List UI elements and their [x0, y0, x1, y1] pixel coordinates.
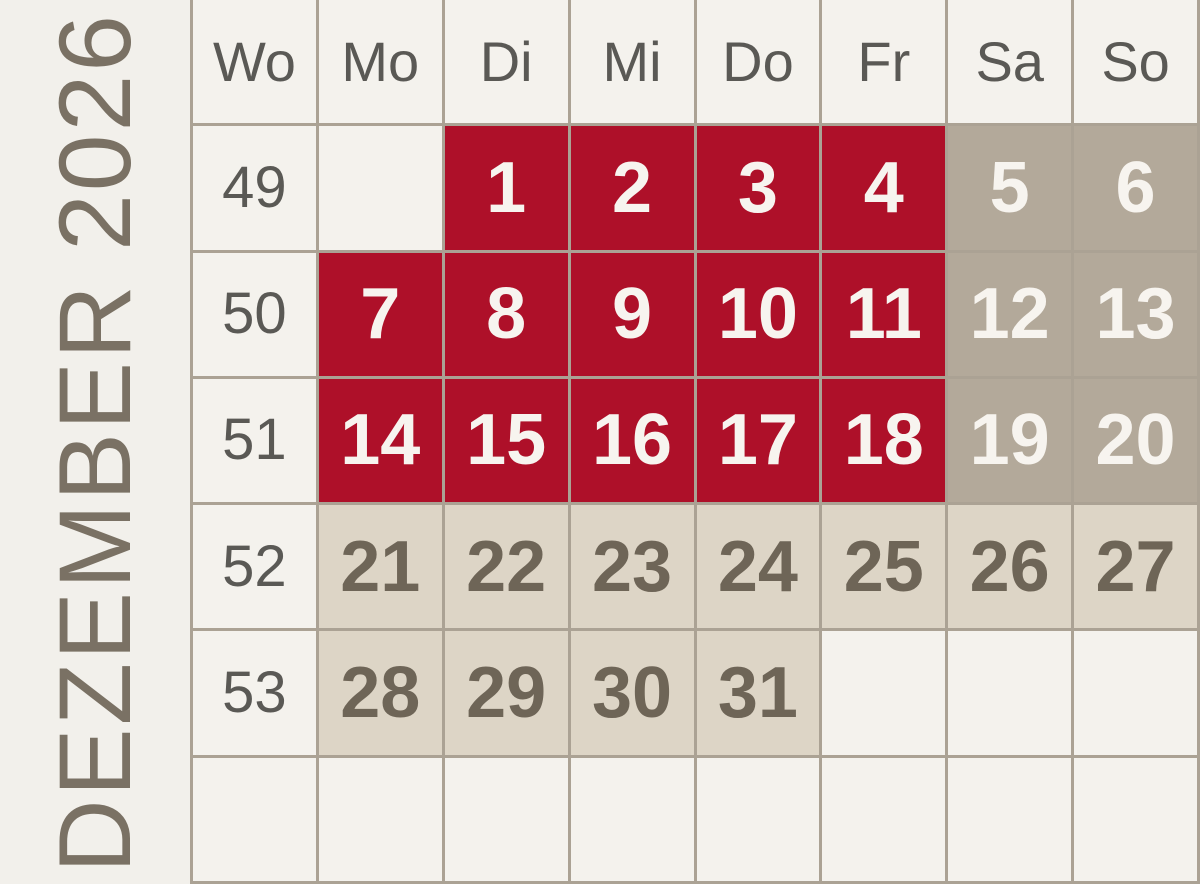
- day-cell: 11: [822, 252, 946, 376]
- day-cell: [948, 631, 1072, 755]
- week-number-cell: 49: [193, 126, 316, 250]
- calendar-table: Wo Mo Di Mi Do Fr Sa So 49 1 2 3 4 5 6 5…: [190, 0, 1200, 884]
- week-number-cell: 51: [193, 378, 316, 503]
- week-number-cell: 50: [193, 252, 316, 376]
- day-cell: 31: [696, 631, 820, 755]
- day-cell: 22: [444, 505, 568, 629]
- day-cell: [822, 757, 946, 881]
- day-cell: 30: [570, 631, 694, 755]
- day-cell: [1074, 631, 1197, 755]
- week-number-cell: [193, 757, 316, 881]
- day-cell: 23: [570, 505, 694, 629]
- day-cell: 8: [444, 252, 568, 376]
- day-cell: 16: [570, 378, 694, 503]
- day-cell: 25: [822, 505, 946, 629]
- day-cell: 21: [318, 505, 442, 629]
- weekday-header-so: So: [1074, 0, 1197, 124]
- day-cell: 29: [444, 631, 568, 755]
- weekday-header-do: Do: [696, 0, 820, 124]
- day-cell: [318, 126, 442, 250]
- day-cell: 15: [444, 378, 568, 503]
- month-title: DEZEMBER 2026: [37, 11, 152, 873]
- day-cell: 7: [318, 252, 442, 376]
- day-cell: 27: [1074, 505, 1197, 629]
- day-cell: 1: [444, 126, 568, 250]
- day-cell: 19: [948, 378, 1072, 503]
- day-cell: 10: [696, 252, 820, 376]
- weekday-header-mo: Mo: [318, 0, 442, 124]
- week-number-cell: 53: [193, 631, 316, 755]
- day-cell: 12: [948, 252, 1072, 376]
- day-cell: 20: [1074, 378, 1197, 503]
- weekday-header-fr: Fr: [822, 0, 946, 124]
- week-column-header: Wo: [193, 0, 316, 124]
- day-cell: [1074, 757, 1197, 881]
- day-cell: [948, 757, 1072, 881]
- weekday-header-di: Di: [444, 0, 568, 124]
- month-title-strip: DEZEMBER 2026: [0, 0, 190, 884]
- day-cell: 24: [696, 505, 820, 629]
- day-cell: 4: [822, 126, 946, 250]
- week-number-cell: 52: [193, 505, 316, 629]
- weekday-header-sa: Sa: [948, 0, 1072, 124]
- day-cell: 18: [822, 378, 946, 503]
- day-cell: 6: [1074, 126, 1197, 250]
- weekday-header-mi: Mi: [570, 0, 694, 124]
- day-cell: 13: [1074, 252, 1197, 376]
- day-cell: 17: [696, 378, 820, 503]
- day-cell: [444, 757, 568, 881]
- day-cell: [570, 757, 694, 881]
- day-cell: [822, 631, 946, 755]
- day-cell: 9: [570, 252, 694, 376]
- day-cell: [696, 757, 820, 881]
- day-cell: 3: [696, 126, 820, 250]
- day-cell: [318, 757, 442, 881]
- day-cell: 14: [318, 378, 442, 503]
- day-cell: 5: [948, 126, 1072, 250]
- day-cell: 2: [570, 126, 694, 250]
- day-cell: 28: [318, 631, 442, 755]
- day-cell: 26: [948, 505, 1072, 629]
